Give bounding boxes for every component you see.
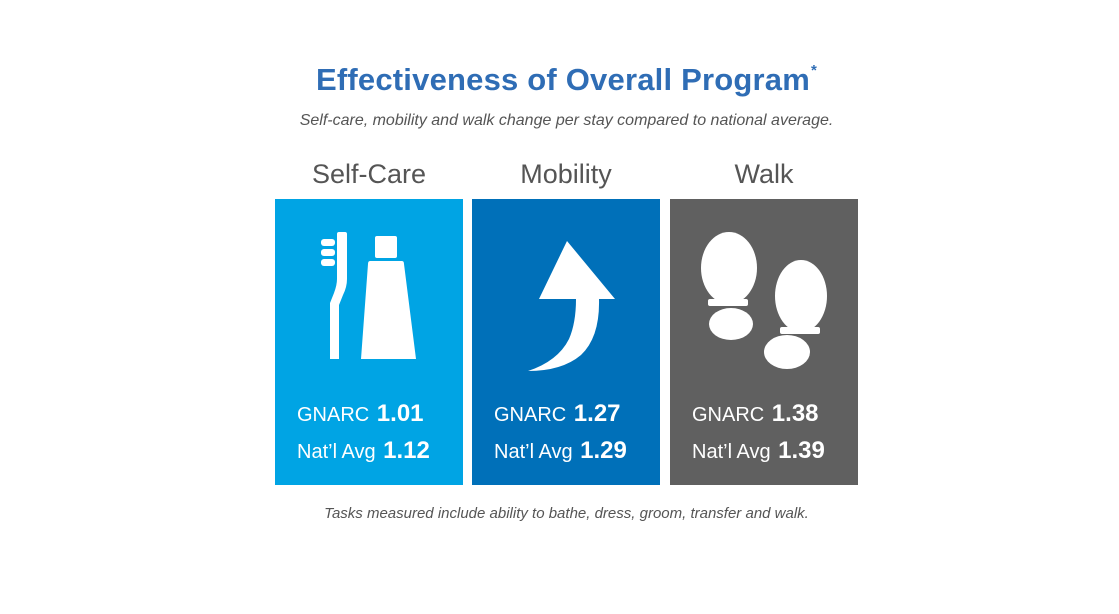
natl-avg-label: Nat’l Avg xyxy=(494,441,573,463)
walk-natl-avg: Nat’l Avg 1.39 xyxy=(692,437,825,465)
title-text: Effectiveness of Overall Program xyxy=(315,62,810,97)
gnarc-label: GNARC xyxy=(692,404,765,426)
page-title: Effectiveness of Overall Program* xyxy=(0,62,1119,98)
self-care-natl-avg: Nat’l Avg 1.12 xyxy=(297,437,430,465)
mobility-card: GNARC 1.27 Nat’l Avg 1.29 xyxy=(472,199,660,485)
footnote: Tasks measured include ability to bathe,… xyxy=(324,505,809,522)
walk-card: GNARC 1.38 Nat’l Avg 1.39 xyxy=(670,199,858,485)
gnarc-value: 1.27 xyxy=(573,400,621,427)
natl-avg-value: 1.29 xyxy=(580,437,627,464)
toothbrush-toothpaste-icon xyxy=(321,232,416,359)
natl-avg-label: Nat’l Avg xyxy=(297,441,376,463)
natl-avg-value: 1.12 xyxy=(383,437,430,464)
mobility-gnarc: GNARC 1.27 xyxy=(494,400,621,428)
self-care-heading: Self-Care xyxy=(311,159,427,189)
gnarc-value: 1.01 xyxy=(376,400,424,427)
gnarc-label: GNARC xyxy=(494,404,567,426)
gnarc-label: GNARC xyxy=(297,404,370,426)
curved-arrow-up-icon xyxy=(528,241,615,371)
self-care-card: GNARC 1.01 Nat’l Avg 1.12 xyxy=(275,199,463,485)
page-subtitle: Self-care, mobility and walk change per … xyxy=(299,112,834,129)
mobility-natl-avg: Nat’l Avg 1.29 xyxy=(494,437,627,465)
natl-avg-label: Nat’l Avg xyxy=(692,441,771,463)
self-care-gnarc: GNARC 1.01 xyxy=(297,400,424,428)
footprints-icon xyxy=(701,232,827,369)
gnarc-value: 1.38 xyxy=(771,400,819,427)
mobility-heading: Mobility xyxy=(520,159,612,189)
title-asterisk: * xyxy=(810,61,818,79)
walk-gnarc: GNARC 1.38 xyxy=(692,400,819,428)
walk-heading: Walk xyxy=(734,159,794,189)
natl-avg-value: 1.39 xyxy=(778,437,825,464)
